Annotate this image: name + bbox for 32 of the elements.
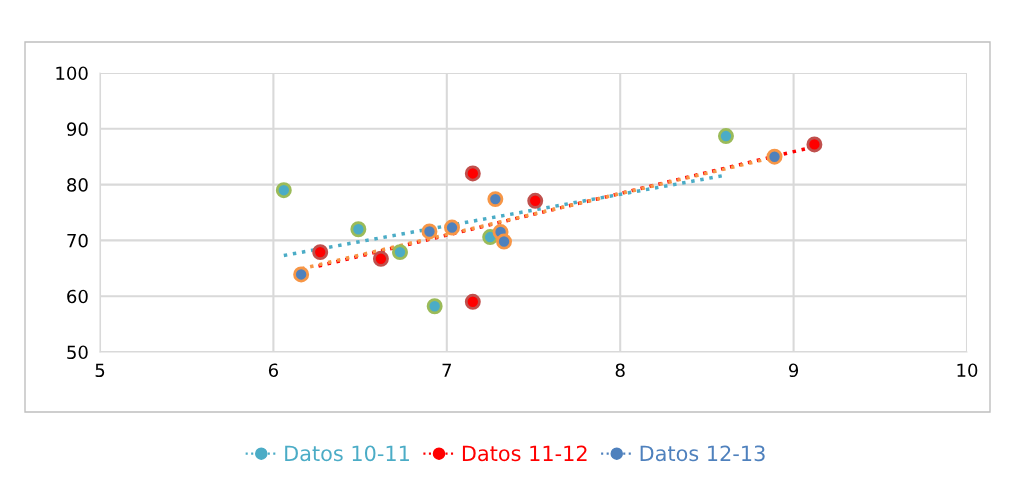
point xyxy=(496,233,512,250)
point xyxy=(444,219,460,236)
y-tick-label: 70 xyxy=(67,233,88,248)
point xyxy=(350,221,367,238)
x-tick-label: 9 xyxy=(788,363,799,378)
y-tick-label: 90 xyxy=(67,122,88,136)
point xyxy=(372,250,389,267)
point xyxy=(293,266,310,283)
x-tick-label: 10 xyxy=(957,363,978,378)
point xyxy=(421,223,438,240)
point xyxy=(312,244,329,261)
point xyxy=(487,191,504,208)
point xyxy=(392,244,408,261)
x-tick-label: 7 xyxy=(442,363,451,377)
y-tick-label: 60 xyxy=(67,289,88,304)
point xyxy=(527,192,544,209)
x-tick-label: 6 xyxy=(268,363,279,378)
x-tick-label: 5 xyxy=(95,363,105,378)
legend-label: Datos 10-11 xyxy=(285,445,409,462)
y-tick-label: 80 xyxy=(67,178,88,192)
point xyxy=(766,148,783,165)
point xyxy=(275,182,292,199)
point xyxy=(426,298,443,315)
point xyxy=(464,165,481,182)
y-tick-label: 50 xyxy=(67,345,88,360)
x-tick-label: 8 xyxy=(615,363,625,378)
point xyxy=(464,293,481,310)
legend-label: Datos 11-12 xyxy=(462,445,587,462)
point xyxy=(718,128,734,145)
point xyxy=(806,136,823,153)
legend-label: Datos 12-13 xyxy=(640,445,765,462)
y-tick-label: 100 xyxy=(56,66,88,81)
